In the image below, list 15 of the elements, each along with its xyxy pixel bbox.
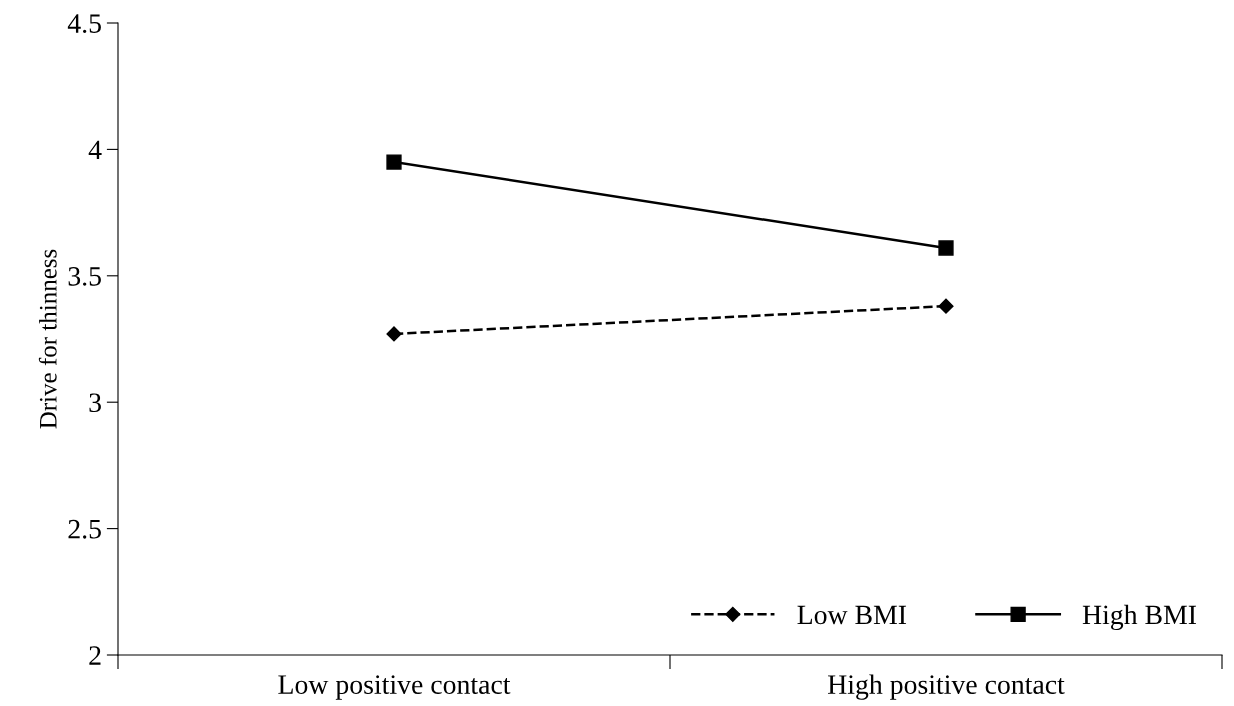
point xyxy=(386,154,402,170)
legend-label: Low BMI xyxy=(797,605,907,625)
y-tick-label: 2.5 xyxy=(68,519,101,539)
y-tick-label: 3.5 xyxy=(68,267,101,286)
y-tick-label: 2 xyxy=(89,646,101,665)
y-tick-label: 3 xyxy=(89,393,101,413)
y-axis-title: Drive for thinness xyxy=(38,249,57,429)
y-tick-label: 4 xyxy=(88,140,102,160)
point xyxy=(938,240,954,256)
y-tick-label: 4.5 xyxy=(67,14,101,34)
x-tick-label: High positive contact xyxy=(827,674,1065,700)
point xyxy=(938,298,954,314)
point xyxy=(386,326,402,342)
legend-label: High BMI xyxy=(1082,604,1197,630)
x-tick-label: Low positive contact xyxy=(278,675,511,700)
